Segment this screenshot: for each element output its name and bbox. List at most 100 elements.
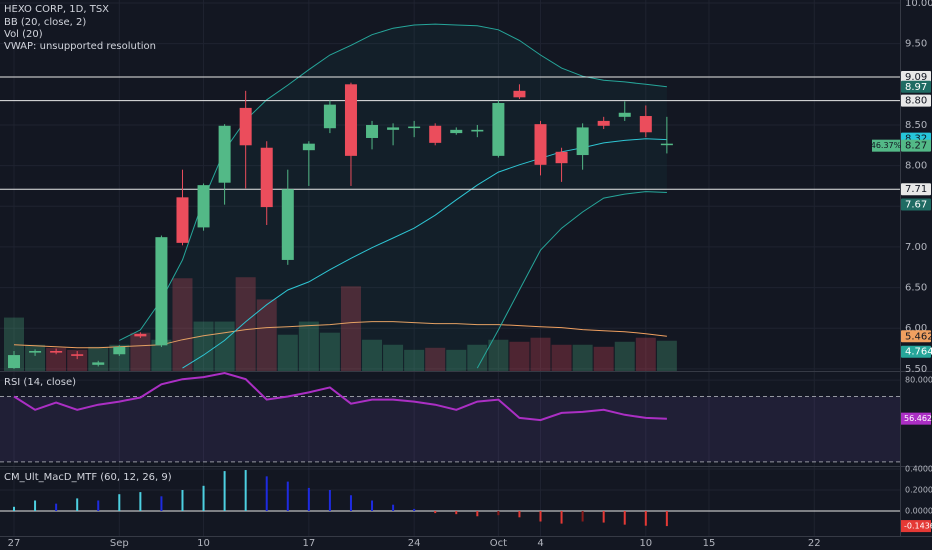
macd-bar: [392, 504, 395, 512]
macd-bar: [455, 511, 458, 515]
volume-bar: [635, 337, 656, 371]
macd-bar: [55, 503, 58, 512]
price-label-box: [901, 80, 931, 93]
candle-body: [302, 143, 315, 151]
price-label: 4.764M: [905, 347, 932, 358]
candle-body: [8, 355, 21, 369]
candle-body: [618, 112, 631, 117]
macd-bar: [13, 506, 16, 512]
macd-bar: [160, 496, 163, 512]
macd-bar: [181, 490, 184, 512]
candle-body: [639, 116, 652, 133]
macd-bar: [497, 511, 500, 516]
volume-bar: [656, 340, 677, 371]
macd-bar: [371, 500, 374, 512]
macd-bar: [286, 481, 289, 512]
volume-bar: [362, 339, 383, 371]
volume-bar: [530, 337, 551, 371]
candle-body: [660, 143, 673, 146]
volume-bar: [88, 346, 109, 371]
volume-bar: [25, 344, 46, 371]
price-label: 8.80: [905, 96, 927, 107]
macd-bar: [139, 492, 142, 512]
y-tick-label: 9.50: [905, 39, 927, 50]
candle-body: [50, 350, 63, 353]
candle-body: [513, 90, 526, 98]
price-label: 8.97: [905, 82, 927, 93]
candle-body: [555, 151, 568, 164]
x-tick-label: 15: [703, 538, 716, 549]
volume-bar: [151, 339, 172, 371]
macd-bar: [518, 511, 521, 518]
bollinger-band-fill: [119, 24, 667, 371]
macd-bar: [97, 500, 100, 512]
candle-body: [387, 127, 400, 130]
candle-body: [260, 147, 273, 208]
candle-body: [71, 354, 84, 356]
price-label-box: [901, 198, 931, 211]
macd-bar: [265, 476, 268, 512]
volume-bar: [404, 349, 425, 371]
axis: 27 Sep 10 17 24 Oct 4 10 15 22 10.00 9.50 8.50 8.00 7.…: [8, 0, 932, 549]
candle-body: [492, 103, 505, 156]
bollinger-upper: [119, 23, 667, 341]
x-tick-label: 10: [639, 538, 652, 549]
macd-bar: [665, 511, 668, 527]
price-label-box: [901, 70, 931, 83]
candle-body: [176, 197, 189, 243]
macd-bar: [560, 511, 563, 524]
y-tick-label: 7.00: [905, 242, 927, 253]
price-label-box: [901, 183, 931, 196]
price-label: 9.09: [905, 72, 927, 83]
indicator-label: RSI (14, close): [4, 377, 76, 388]
macd-bar: [244, 470, 247, 512]
candle-body: [239, 107, 252, 146]
y-tick-label: 8.50: [905, 120, 927, 131]
candle-body: [323, 104, 336, 129]
candle-body: [113, 346, 126, 355]
volume-bar: [340, 286, 361, 371]
change-label: 46.37%: [871, 141, 902, 150]
rsi-tick-label: 80.0000: [905, 376, 932, 385]
indicator-label: BB (20, close, 2): [4, 17, 86, 28]
candle-body: [197, 185, 210, 228]
y-tick-label: 8.00: [905, 161, 927, 172]
rsi-label-box: [901, 412, 931, 425]
volume-bar: [256, 299, 277, 371]
macd-label-box: [901, 520, 931, 533]
macd-bar: [413, 508, 416, 512]
bollinger-lower: [476, 191, 667, 369]
macd-bar: [76, 498, 79, 512]
candle-body: [29, 350, 42, 353]
change-label-box: [872, 139, 900, 152]
price-label: 5.462M: [905, 331, 932, 342]
macd-bar: [434, 511, 437, 514]
volume-bar: [488, 339, 509, 371]
x-tick-label: 4: [537, 538, 543, 549]
price-label: 7.67: [905, 199, 927, 210]
y-tick-label: 10.00: [905, 0, 932, 9]
volume-bar: [509, 341, 530, 371]
macd-bar: [223, 471, 226, 512]
price-label: 8.27: [905, 141, 927, 152]
x-tick-label: 24: [408, 538, 421, 549]
macd-bar: [34, 500, 37, 512]
candle-body: [576, 127, 589, 156]
macd-label: -0.1436: [904, 522, 932, 531]
macd-bar: [644, 511, 647, 526]
volume-bar: [383, 344, 404, 371]
indicator-label: CM_Ult_MacD_MTF (60, 12, 26, 9): [4, 472, 172, 483]
rsi-label: 56.4627: [904, 414, 932, 423]
candle-body: [155, 237, 168, 346]
price-label: 7.71: [905, 184, 927, 195]
macd-bar: [307, 487, 310, 512]
volume-bar: [298, 321, 319, 371]
x-tick-label: Sep: [110, 538, 129, 549]
volume-bar: [425, 347, 446, 371]
x-tick-label: 10: [197, 538, 210, 549]
price-label-box: [901, 94, 931, 107]
candle-body: [408, 126, 421, 129]
candle-body: [281, 189, 294, 260]
x-tick-label: 17: [302, 538, 315, 549]
